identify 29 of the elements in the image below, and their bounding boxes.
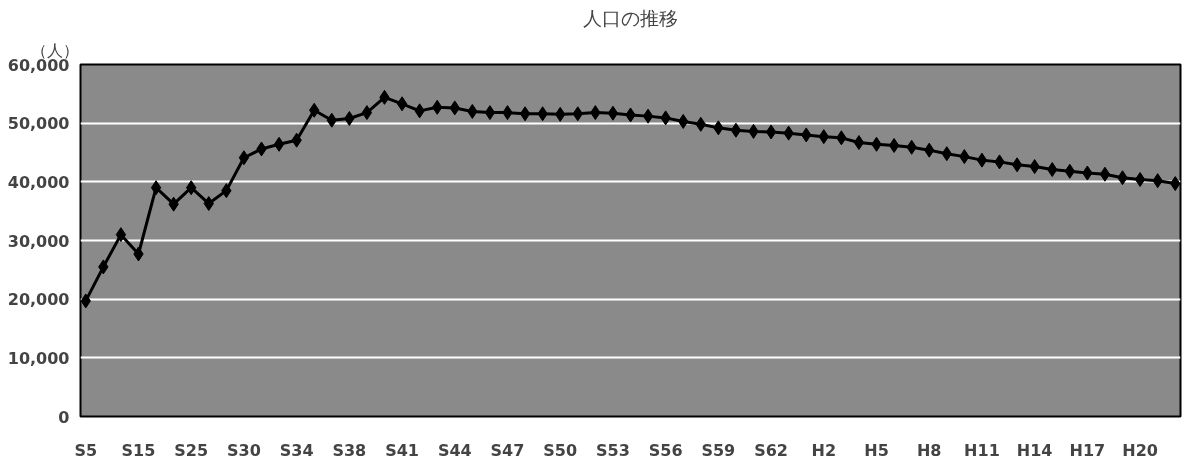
x-tick-label: H20: [1122, 440, 1158, 460]
x-tick-label: S50: [543, 440, 578, 460]
x-tick-label: H5: [864, 440, 889, 460]
y-tick-label: 20,000: [7, 290, 70, 310]
y-tick-label: 40,000: [7, 172, 70, 192]
y-tick-label: 50,000: [7, 114, 70, 134]
y-tick-label: 10,000: [7, 348, 70, 368]
x-tick-label: S44: [437, 440, 472, 460]
x-tick-label: S25: [174, 440, 209, 460]
x-tick-label: S62: [754, 440, 788, 460]
x-tick-label: S41: [385, 440, 419, 460]
chart-title: 人口の推移: [583, 7, 678, 29]
x-tick-label: S30: [227, 440, 261, 460]
x-tick-label: H11: [964, 440, 1000, 460]
x-tick-label: S38: [332, 440, 367, 460]
x-tick-label: S56: [648, 440, 683, 460]
x-tick-label: S59: [701, 440, 736, 460]
x-tick-label: S15: [121, 440, 156, 460]
x-tick-label: H8: [916, 440, 942, 460]
y-tick-label: 30,000: [7, 231, 70, 251]
y-axis-title: （人）: [30, 40, 79, 60]
x-tick-label: S34: [279, 440, 314, 460]
x-tick-label: S53: [596, 440, 630, 460]
x-tick-label: H14: [1016, 440, 1053, 460]
x-tick-label: S47: [490, 440, 525, 460]
x-tick-label: H17: [1069, 440, 1106, 460]
y-tick-label: 0: [58, 407, 70, 427]
x-tick-label: H2: [811, 440, 837, 460]
x-tick-label: S5: [74, 440, 98, 460]
